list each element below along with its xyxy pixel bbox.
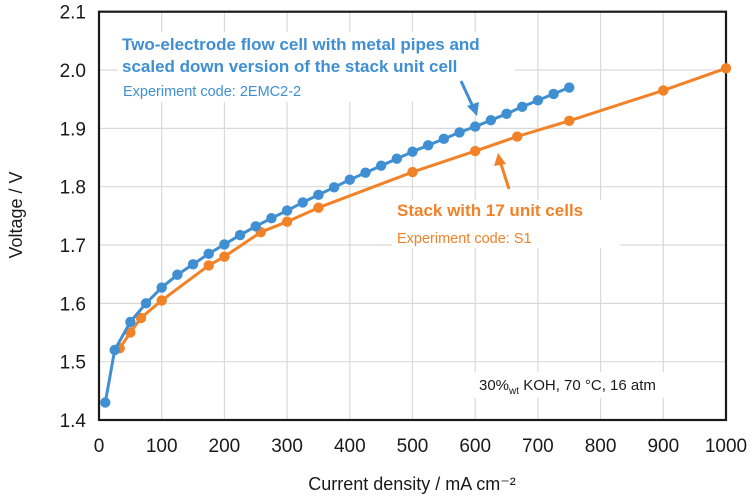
data-point	[375, 160, 387, 171]
series-flow-cell	[100, 82, 575, 408]
x-tick-label: 600	[459, 436, 491, 457]
data-point	[281, 205, 293, 216]
data-point	[564, 115, 575, 126]
plot-frame	[97, 10, 728, 422]
data-point	[135, 312, 147, 324]
data-point	[156, 282, 167, 293]
conditions-prefix: 30%	[479, 377, 509, 394]
conditions-label: 30%wt KOH, 70 °C, 16 atm	[479, 377, 656, 397]
conditions-suffix: KOH, 70 °C, 16 atm	[519, 377, 656, 394]
data-point	[125, 327, 136, 338]
data-point	[422, 140, 434, 151]
y-tick-label: 1.8	[60, 178, 86, 199]
x-tick-labels: 0 100 200 300 400 500 600 700 800 900 1000	[94, 436, 747, 457]
data-point	[281, 216, 293, 227]
x-tick-label: 0	[94, 436, 105, 457]
data-point	[454, 127, 465, 138]
data-point	[140, 298, 152, 309]
data-point	[250, 221, 261, 232]
data-point	[109, 344, 120, 356]
data-point	[219, 239, 230, 250]
blue-series-label-line2: scaled down version of the stack unit ce…	[122, 57, 457, 76]
data-point	[564, 82, 575, 93]
x-tick-label: 1000	[705, 436, 747, 457]
gridlines	[99, 11, 726, 420]
data-point	[234, 229, 246, 241]
data-point	[266, 212, 277, 224]
data-point	[125, 316, 136, 328]
data-point	[156, 295, 167, 306]
data-point	[470, 145, 481, 157]
data-point	[172, 269, 183, 280]
blue-annotation-arrow	[459, 80, 479, 116]
data-point	[548, 88, 559, 100]
blue-series-code: Experiment code: 2EMC2-2	[123, 84, 301, 100]
data-point	[313, 189, 324, 201]
x-tick-label: 900	[647, 436, 679, 457]
data-point	[407, 146, 418, 157]
data-point	[187, 259, 199, 270]
blue-annotation-bg	[118, 32, 515, 102]
data-point	[100, 397, 111, 408]
data-point	[532, 95, 544, 106]
data-point	[297, 197, 308, 208]
data-point	[407, 166, 418, 178]
orange-series-label: Stack with 17 unit cells	[397, 201, 583, 220]
data-point	[360, 167, 371, 178]
data-point	[391, 153, 403, 164]
data-point	[203, 260, 214, 271]
orange-annotation-bg	[392, 200, 620, 248]
data-point	[501, 108, 512, 119]
y-tick-label: 1.9	[60, 119, 86, 140]
data-point	[485, 114, 497, 126]
orange-series-code: Experiment code: S1	[397, 231, 532, 247]
data-point	[344, 174, 355, 185]
y-axis-title: Voltage / V	[6, 171, 26, 258]
data-point	[720, 63, 732, 74]
y-tick-label: 2.1	[60, 3, 86, 24]
y-tick-label: 1.7	[60, 236, 86, 257]
x-tick-label: 400	[334, 436, 366, 457]
x-tick-label: 300	[271, 436, 303, 457]
x-tick-label: 500	[397, 436, 429, 457]
x-tick-label: 800	[585, 436, 617, 457]
data-point	[438, 133, 450, 145]
data-point	[313, 202, 324, 213]
x-tick-label: 700	[522, 436, 554, 457]
data-point	[219, 251, 230, 262]
orange-annotation-arrow	[494, 153, 511, 190]
series-layer	[100, 63, 732, 408]
y-tick-label: 1.5	[60, 353, 86, 374]
blue-series-label-line1: Two-electrode flow cell with metal pipes…	[122, 35, 480, 54]
y-tick-label: 2.0	[60, 61, 86, 82]
conditions-subscript: wt	[508, 386, 519, 397]
x-axis-title: Current density / mA cm⁻²	[308, 474, 516, 494]
data-point	[203, 248, 214, 259]
data-point	[512, 131, 523, 142]
data-point	[517, 101, 528, 112]
series-stack	[114, 63, 732, 354]
data-point	[328, 182, 340, 193]
conditions-bg	[474, 372, 714, 398]
x-tick-label: 100	[146, 436, 178, 457]
y-tick-label: 1.4	[60, 411, 87, 432]
x-tick-label: 200	[209, 436, 241, 457]
y-tick-labels: 1.4 1.5 1.6 1.7 1.8 1.9 2.0 2.1	[60, 3, 87, 432]
data-point	[470, 121, 481, 132]
data-point	[658, 85, 669, 96]
y-tick-label: 1.6	[60, 294, 86, 315]
